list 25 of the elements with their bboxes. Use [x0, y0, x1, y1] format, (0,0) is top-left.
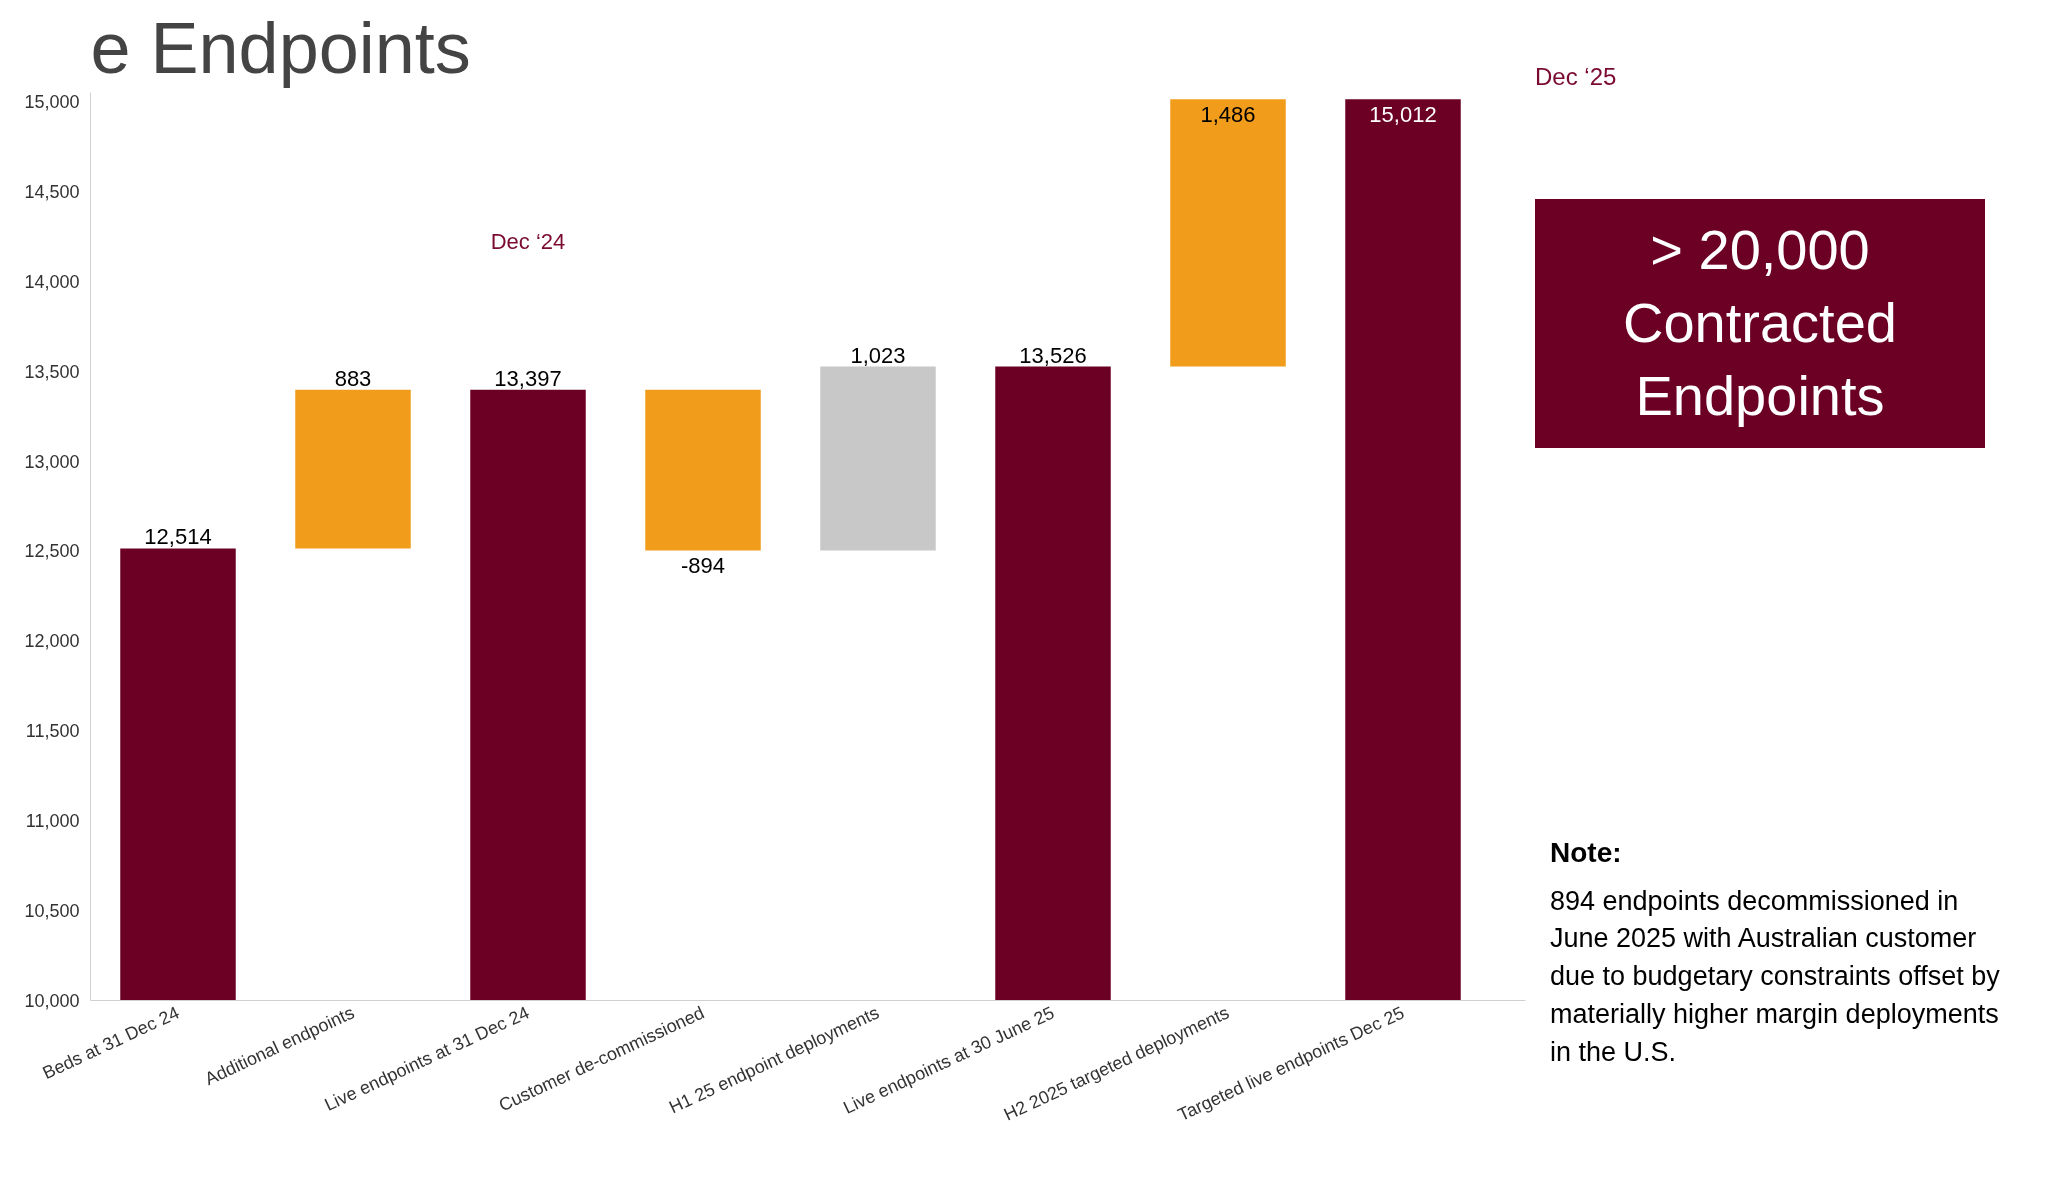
y-tick-label: 10,000 [24, 991, 80, 1011]
y-tick-label: 12,000 [24, 631, 80, 652]
data-label: 1,486 [1200, 102, 1256, 128]
y-tick-label: 12,500 [24, 541, 80, 562]
text: > 20,000 Contracted Endpoints [1622, 217, 1898, 429]
data-label: 13,397 [494, 365, 562, 391]
text: 894 endpoints decommissioned in June 2025 with Australian customer due to budgetary constraints offset by materially higher margin deployments in the U.S. [1550, 884, 2000, 1069]
text: Note: [1550, 835, 1622, 870]
y-tick-label: 14,000 [24, 271, 80, 292]
text: Dec ‘25 [1535, 62, 1617, 92]
data-label: 15,012 [1369, 102, 1437, 128]
data-label: 13,526 [1019, 342, 1087, 368]
y-tick-label: 13,500 [24, 361, 80, 382]
y-tick-label: 11,000 [25, 811, 80, 832]
data-label: 883 [334, 365, 372, 391]
y-tick-label: 15,000 [24, 91, 80, 112]
y-tick-label: 10,500 [24, 901, 80, 922]
data-label: 12,514 [144, 524, 212, 550]
y-tick-label: 13,000 [24, 451, 80, 472]
annotation: Dec ‘24 [490, 229, 566, 255]
chart-title: e Endpoints [90, 7, 471, 88]
data-label: 1,023 [850, 342, 906, 368]
y-tick-label: 14,500 [24, 181, 80, 202]
y-tick-label: 11,500 [25, 721, 80, 742]
data-label: -894 [680, 553, 726, 579]
